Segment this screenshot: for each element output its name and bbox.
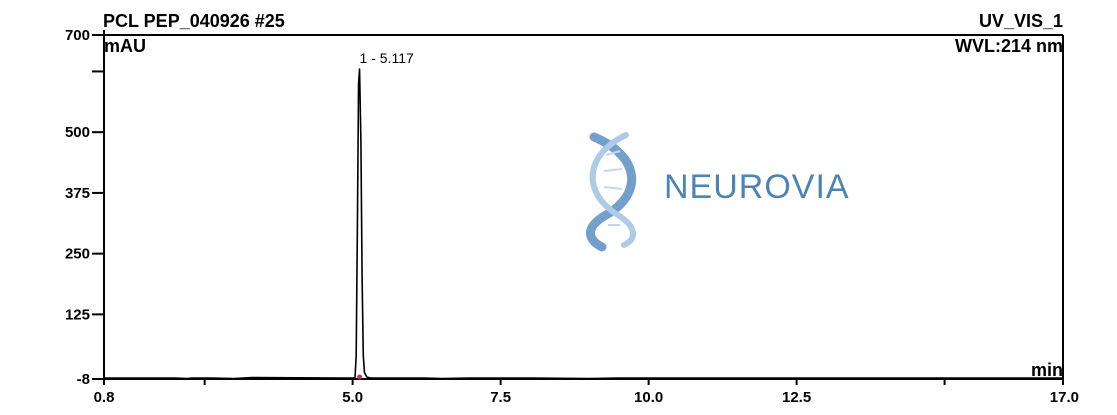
y-tick-label: 375: [65, 185, 90, 202]
x-tick-label: 12.5: [782, 389, 811, 406]
x-tick-label: 10.0: [634, 389, 663, 406]
x-tick-label: 7.5: [490, 389, 511, 406]
x-tick-label: 5.0: [342, 389, 363, 406]
chart-title: PCL PEP_040926 #25: [103, 11, 285, 31]
y-axis-unit: mAU: [104, 36, 146, 56]
chromatogram-trace: [104, 68, 1063, 380]
watermark-text: NEUROVIA: [664, 168, 850, 206]
channel-label: UV_VIS_1: [979, 11, 1063, 31]
peak-layer: 1 - 5.117: [357, 50, 414, 380]
y-tick-label: -8: [77, 371, 90, 388]
y-tick-label: 700: [65, 27, 90, 44]
dna-helix-icon: [586, 132, 636, 252]
wavelength-label: WVL:214 nm: [955, 36, 1063, 56]
watermark: NEUROVIA: [586, 132, 850, 252]
trace-layer: [104, 68, 1063, 380]
y-tick-label: 250: [65, 246, 90, 263]
y-tick-label: 500: [65, 124, 90, 141]
y-tick-label: 125: [65, 306, 90, 323]
x-tick-label: 17.0: [1050, 389, 1079, 406]
peak-label: 1 - 5.117: [360, 50, 414, 66]
peak-start-marker: [357, 374, 363, 380]
x-tick-label: 0.8: [94, 389, 115, 406]
x-axis-unit: min: [1031, 360, 1063, 380]
ticks-layer: -8 125 250 375 500 700 0.8 5.0 7.5 10.0 12.5 17.0: [65, 27, 1079, 406]
